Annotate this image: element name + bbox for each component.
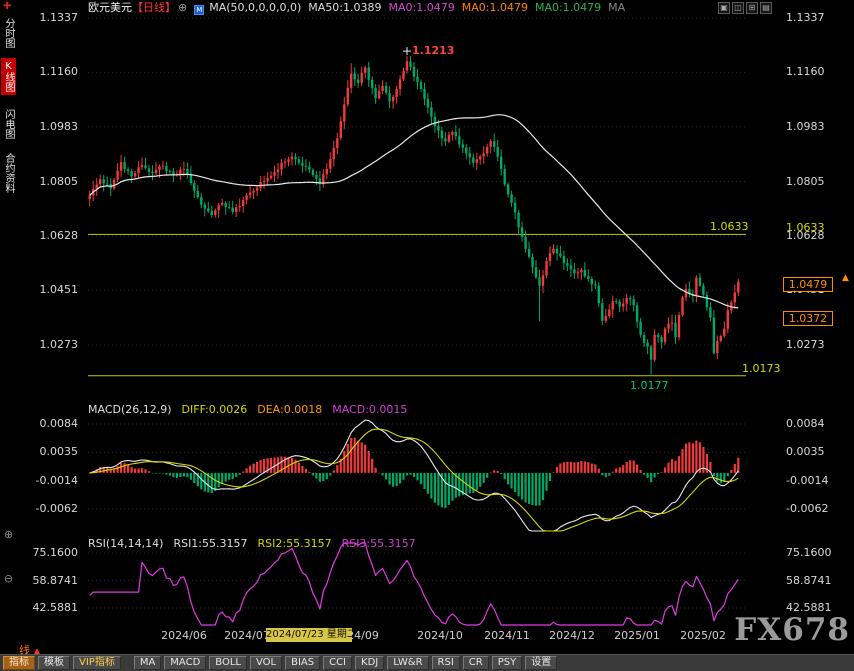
sidebar-tab-flash-chart[interactable]: 闪电图 [3, 109, 14, 139]
support-line-label: 1.0173 [742, 362, 781, 375]
x-axis-tick: 2024/06 [161, 629, 207, 642]
add-compare-icon[interactable]: ⊕ [178, 1, 188, 14]
rsi2-value: RSI2:55.3157 [257, 537, 332, 550]
price-axis-label-left: 1.0983 [39, 119, 79, 133]
price-axis-label-left: 1.0805 [39, 174, 79, 188]
resistance-axis-label: 1.0633 [786, 221, 825, 234]
ma0-value-label-2: MA0:1.0479 [461, 1, 528, 14]
macd-axis-label-right: 0.0084 [786, 417, 825, 430]
price-axis-label-right: 1.0805 [786, 174, 825, 188]
selected-date-highlight: 2024/07/23 星期二 [266, 628, 352, 642]
sidebar: ✚ 分时图 K线图闪电图合约资料 ⊕ ⊖ [0, 0, 17, 654]
toolbar-boll[interactable]: BOLL [209, 656, 247, 670]
rsi-axis-label-left: 58.8741 [32, 573, 79, 587]
macd-dea-value: DEA:0.0018 [257, 403, 323, 416]
macd-axis-label-left: -0.0062 [35, 501, 78, 515]
price-axis-label-left: 1.0273 [39, 338, 79, 351]
rsi-axis-label-right: 42.5881 [786, 601, 832, 614]
sidebar-tab-kline[interactable]: K线图 [1, 58, 16, 95]
toolbar-kdj[interactable]: KDJ [355, 656, 385, 670]
toolbar-vol[interactable]: VOL [249, 656, 283, 670]
toolbar-rsi[interactable]: RSI [431, 656, 460, 670]
x-axis-tick: 2024/10 [417, 629, 463, 642]
ma50-value-label: MA50:1.0389 [308, 1, 382, 14]
rsi-axis-label-right: 58.8741 [786, 573, 832, 587]
price-axis-label-left: 1.0628 [39, 228, 79, 242]
rsi-axis-label-right: 75.1600 [786, 546, 832, 559]
rsi1-value: RSI1:55.3157 [173, 537, 248, 550]
macd-axis-label-left: -0.0014 [35, 473, 78, 487]
price-high-label: 1.1213 [412, 44, 455, 57]
ma-indicator-icon[interactable]: M [194, 5, 205, 15]
macd-header: MACD(26,12,9) DIFF:0.0026 DEA:0.0018 MACD:0… [88, 403, 417, 416]
macd-axis-label-right: 0.0035 [786, 445, 825, 459]
ma-params-label: MA(50,0,0,0,0,0) [209, 1, 302, 14]
toolbar-vip-indicator[interactable]: VIP指标 [73, 656, 121, 670]
x-axis-tick: 2024/12 [549, 629, 595, 642]
toolbar-lwr[interactable]: LW&R [387, 656, 429, 670]
rsi-axis-label-left: 75.1600 [32, 546, 79, 559]
toolbar-cci[interactable]: CCI [323, 656, 353, 670]
toolbar-psy[interactable]: PSY [491, 656, 523, 670]
ma-price-label: 1.0372 [783, 311, 833, 326]
macd-title: MACD(26,12,9) [88, 403, 172, 416]
ma-tail-label: MA [608, 1, 626, 14]
ma0-value-label-3: MA0:1.0479 [534, 1, 602, 14]
rsi-axis-label-left: 42.5881 [32, 601, 79, 614]
price-axis-label-right: 1.0273 [786, 338, 825, 351]
chart-header: 欧元美元【日线】 ⊕ M MA(50,0,0,0,0,0) MA50:1.0389 MA0… [88, 1, 625, 15]
sidebar-tab-contract-info[interactable]: 合约资料 [3, 153, 14, 193]
price-axis-label-right: 1.0983 [786, 119, 825, 133]
panel-layout-button-3[interactable]: ⊞ [746, 2, 758, 14]
price-axis-label-right: 1.1160 [786, 65, 825, 79]
macd-axis-label-left: 0.0084 [39, 417, 79, 430]
watermark: FX678 [734, 612, 850, 648]
macd-bar-value: MACD:0.0015 [332, 403, 408, 416]
toolbar-bias[interactable]: BIAS [285, 656, 321, 670]
toolbar-cr[interactable]: CR [462, 656, 489, 670]
panel-layout-button-1[interactable]: ▣ [718, 2, 730, 14]
period-arrow-icon: ▲ [33, 647, 41, 657]
sidebar-tab-timeshare[interactable]: 分时图 [3, 18, 14, 48]
price-axis-label-left: 1.1337 [39, 11, 79, 24]
toolbar-macd[interactable]: MACD [164, 656, 207, 670]
toolbar-template[interactable]: 模板 [38, 656, 70, 670]
rsi3-value: RSI3:55.3157 [341, 537, 416, 550]
symbol-name: 欧元美元 [88, 1, 132, 14]
rsi-header: RSI(14,14,14) RSI1:55.3157 RSI2:55.3157 RSI… [88, 537, 426, 550]
macd-axis-label-right: -0.0014 [786, 473, 829, 487]
app-logo-icon: ✚ [3, 1, 12, 12]
zoom-out-icon[interactable]: ⊖ [3, 572, 14, 585]
price-axis-label-right: 1.0628 [786, 228, 825, 242]
toolbar-indicator[interactable]: 指标 [3, 656, 35, 670]
period-tag: 【日线】 [132, 1, 176, 14]
price-axis-label-right: 1.1337 [786, 11, 825, 24]
rsi-title: RSI(14,14,14) [88, 537, 164, 550]
macd-axis-label-right: -0.0062 [786, 501, 829, 515]
toolbar-settings[interactable]: 设置 [525, 656, 558, 670]
macd-axis-label-left: 0.0035 [39, 445, 79, 459]
x-axis-tick: 2025/01 [614, 629, 660, 642]
price-arrow-icon: ▲ [842, 273, 849, 283]
x-axis-tick: 2024/07 [224, 629, 270, 642]
last-price-label: 1.0479 [783, 277, 833, 292]
ma0-value-label-1: MA0:1.0479 [388, 1, 455, 14]
zoom-in-icon[interactable]: ⊕ [3, 528, 14, 541]
panel-layout-button-2[interactable]: ◫ [732, 2, 744, 14]
price-low-label: 1.0177 [630, 379, 669, 392]
macd-diff-value: DIFF:0.0026 [181, 403, 248, 416]
resistance-line-label: 1.0633 [710, 220, 749, 233]
x-axis-tick: 2024/11 [484, 629, 530, 642]
x-axis-tick: 2025/02 [680, 629, 726, 642]
price-axis-label-left: 1.0451 [39, 283, 79, 297]
price-axis-label-left: 1.1160 [39, 65, 79, 79]
toolbar-ma[interactable]: MA [133, 656, 162, 670]
panel-layout-button-4[interactable]: ▤ [760, 2, 772, 14]
indicator-toolbar: 指标 模板 VIP指标 MA MACD BOLL VOL BIAS CCI KDJ LW&R RSI C… [0, 654, 854, 671]
panel-layout-controls: ▣ ◫ ⊞ ▤ [718, 2, 772, 14]
